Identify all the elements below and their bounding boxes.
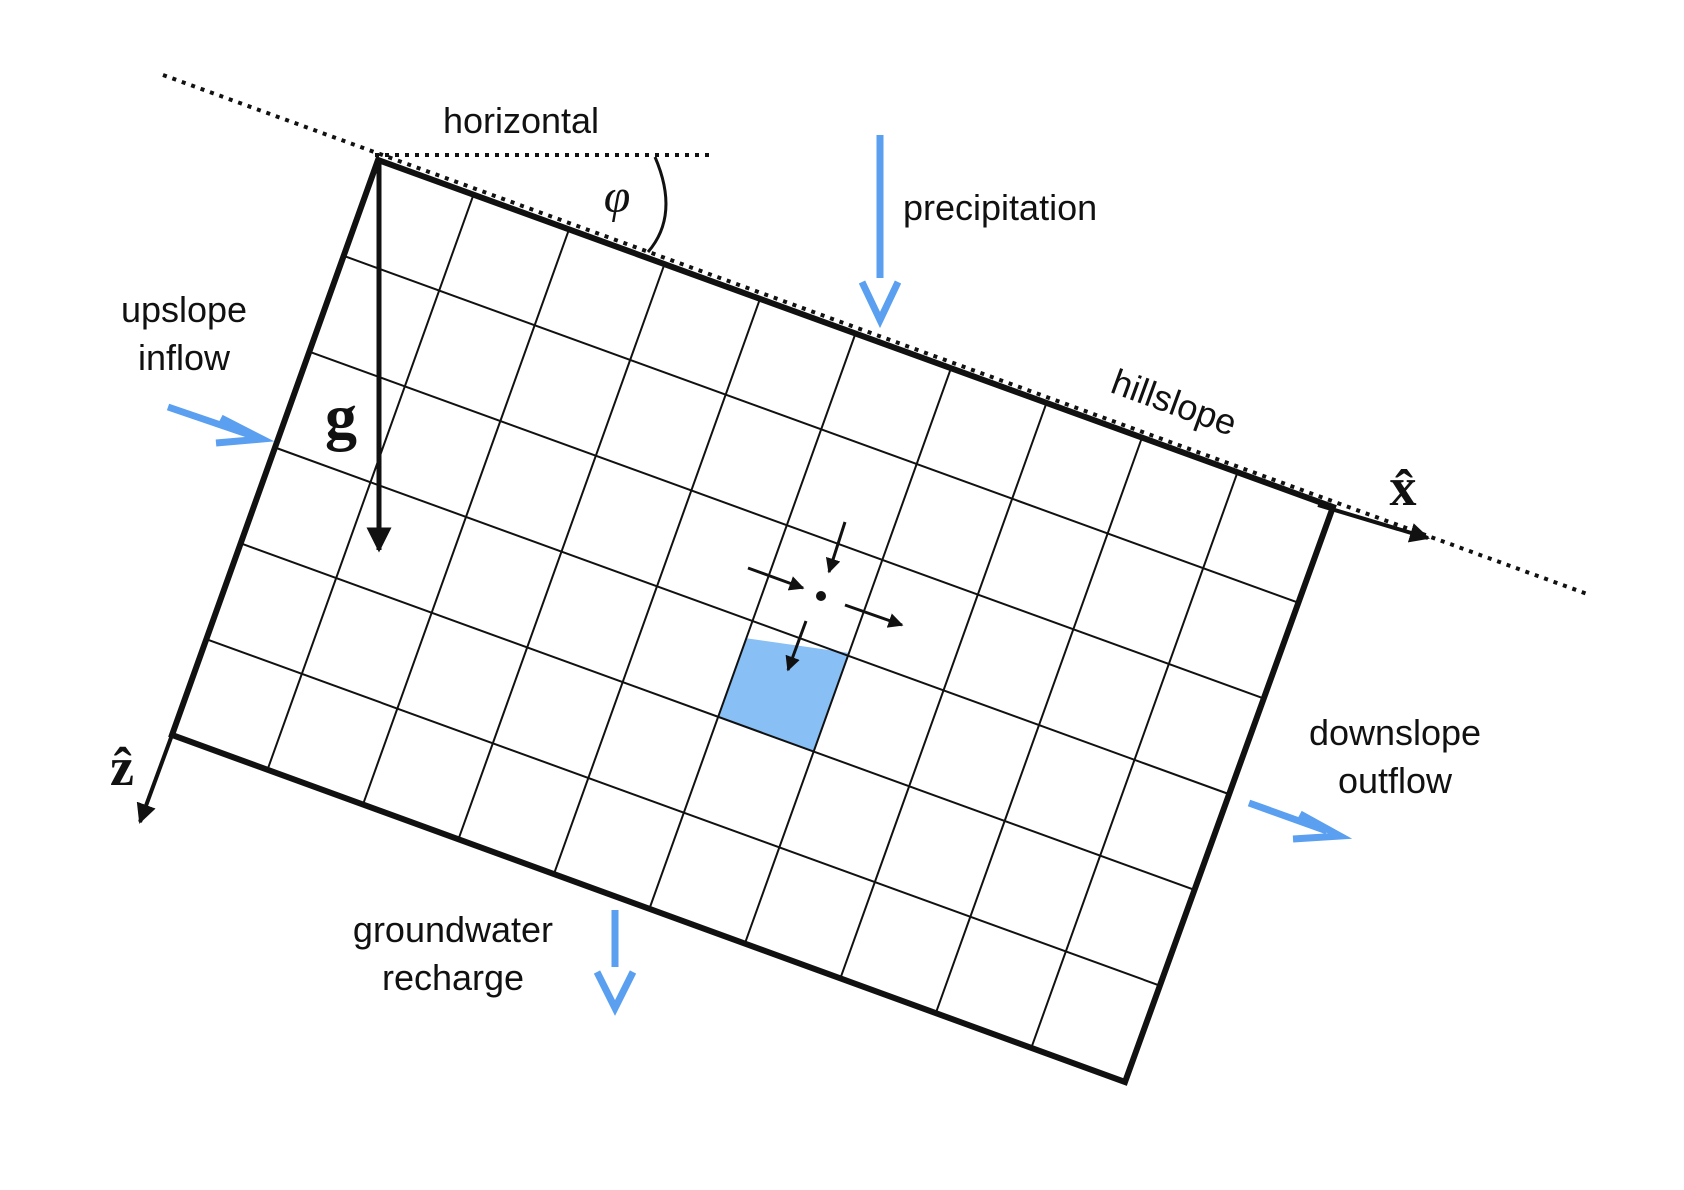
gravity-g-symbol: g: [325, 381, 357, 452]
highlighted-cell: [718, 638, 850, 752]
grid-row-line: [240, 542, 1197, 892]
cell-center-dot: [816, 591, 826, 601]
cell-flux-arrows: [747, 521, 904, 672]
hillslope-dotted-line: [162, 73, 1591, 597]
grid-row-line: [343, 254, 1300, 604]
angle-phi-symbol: φ: [604, 170, 631, 223]
groundwater-label: groundwater: [353, 909, 553, 950]
horizontal-label: horizontal: [443, 100, 599, 141]
flux-out-bottom-arrow-icon: [785, 620, 808, 672]
z-axis-arrow-icon: [136, 734, 174, 824]
angle-arc: [646, 156, 668, 253]
grid-row-line: [274, 446, 1231, 796]
precipitation-arrow-icon: [858, 135, 902, 329]
x-hat-symbol: x̂: [1390, 457, 1417, 517]
outflow-label: outflow: [1338, 760, 1453, 801]
recharge-label: recharge: [382, 957, 524, 998]
x-axis-arrow-icon: [1317, 503, 1430, 543]
downslope-label: downslope: [1309, 712, 1481, 753]
downslope-outflow-arrow-icon: [1247, 799, 1353, 843]
grid-row-line: [308, 350, 1265, 700]
inflow-label: inflow: [138, 337, 231, 378]
upslope-inflow-arrow-icon: [166, 403, 275, 447]
precipitation-label: precipitation: [903, 187, 1097, 228]
upslope-label: upslope: [121, 289, 247, 330]
flux-in-left-arrow-icon: [747, 566, 805, 591]
grid: [205, 194, 1300, 1048]
z-hat-symbol: ẑ: [110, 737, 134, 797]
flux-out-right-arrow-icon: [844, 603, 904, 628]
groundwater-recharge-arrow-icon: [593, 910, 637, 1016]
flux-in-top-arrow-icon: [825, 521, 847, 574]
domain-outline: [168, 156, 1337, 1086]
grid-row-line: [205, 638, 1162, 988]
